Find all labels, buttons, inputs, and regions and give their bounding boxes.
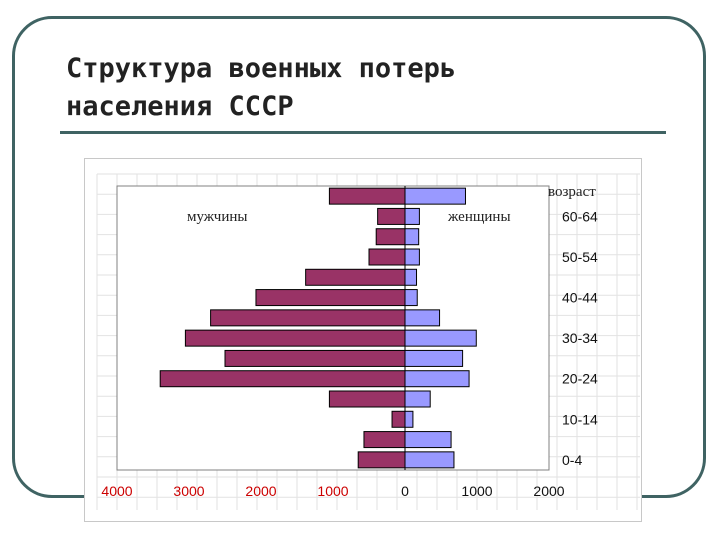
men-bar-20-24 [159, 370, 406, 388]
y-tick-label: 60-64 [562, 208, 598, 224]
women-bar-45-49 [404, 268, 418, 286]
women-bar-65+ [404, 187, 466, 205]
men-bar-55-59 [375, 228, 406, 246]
women-bar-0-4 [404, 451, 455, 469]
x-tick-label: 0 [401, 483, 409, 499]
women-bar-35-39 [404, 309, 441, 327]
men-bar-65+ [328, 187, 406, 205]
women-bar-10-14 [404, 410, 414, 428]
men-bar-60-64 [377, 207, 406, 225]
men-bar-35-39 [210, 309, 406, 327]
x-tick-label: 1000 [317, 483, 348, 499]
women-bar-5-9 [404, 431, 452, 449]
men-annotation: мужчины [187, 209, 247, 225]
women-bar-15-19 [404, 390, 431, 408]
slide-title-line-2: населения СССР [66, 91, 294, 122]
men-bar-30-34 [184, 329, 406, 347]
women-bar-60-64 [404, 207, 420, 225]
x-tick-label: 4000 [101, 483, 132, 499]
x-tick-label: 2000 [245, 483, 276, 499]
women-bar-50-54 [404, 248, 420, 266]
women-bar-55-59 [404, 228, 420, 246]
y-axis-title: возраст [548, 184, 596, 200]
men-bar-15-19 [328, 390, 406, 408]
y-tick-label: 10-14 [562, 411, 598, 427]
women-bar-30-34 [404, 329, 477, 347]
title-rule [60, 131, 666, 134]
men-bar-50-54 [368, 248, 406, 266]
women-bar-20-24 [404, 370, 470, 388]
women-bar-40-44 [404, 289, 418, 307]
x-tick-label: 1000 [461, 483, 492, 499]
men-bar-5-9 [363, 431, 406, 449]
slide-title: Структура военных потерь населения СССР [66, 50, 626, 126]
y-tick-label: 50-54 [562, 249, 598, 265]
men-bar-25-29 [224, 349, 406, 367]
plot-frame [116, 185, 550, 471]
men-bar-10-14 [391, 410, 406, 428]
slide-title-line-1: Структура военных потерь [66, 53, 457, 84]
x-tick-label: 2000 [533, 483, 564, 499]
women-annotation: женщины [447, 209, 511, 225]
y-tick-label: 40-44 [562, 290, 598, 306]
x-tick-label: 3000 [173, 483, 204, 499]
men-bar-0-4 [357, 451, 406, 469]
women-bar-25-29 [404, 349, 464, 367]
men-bar-40-44 [255, 289, 406, 307]
men-bar-45-49 [305, 268, 406, 286]
y-tick-label: 0-4 [562, 452, 582, 468]
y-tick-label: 30-34 [562, 330, 598, 346]
y-tick-label: 20-24 [562, 371, 598, 387]
